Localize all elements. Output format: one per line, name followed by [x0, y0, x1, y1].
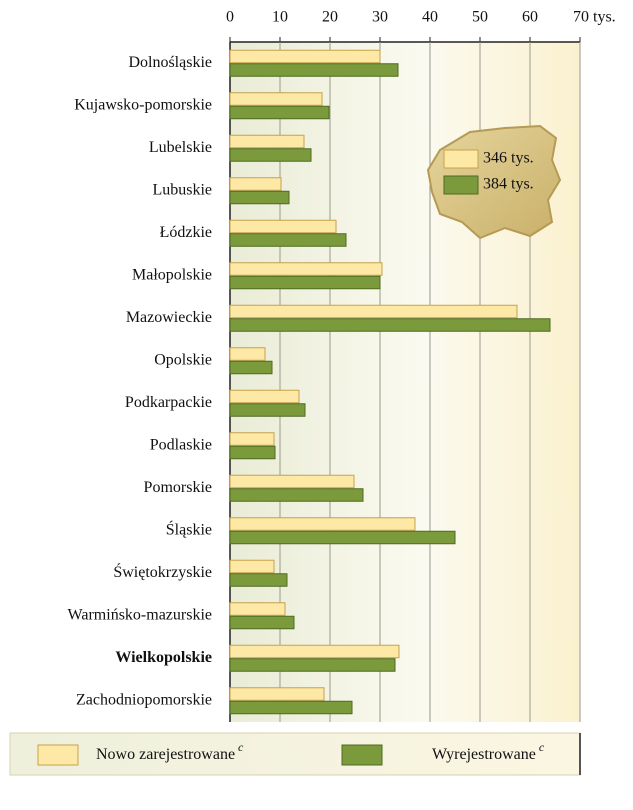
legend-swatch: [37, 744, 79, 766]
inset-label: 384 tys.: [483, 176, 534, 193]
category-label: Mazowieckie: [126, 309, 212, 326]
inset-label: 346 tys.: [483, 150, 534, 167]
bar: [229, 700, 353, 715]
legend-name: Wyrejestrowane: [432, 746, 536, 763]
inset-swatch: [443, 149, 479, 169]
inset-swatch: [443, 175, 479, 195]
bar: [229, 304, 518, 319]
category-label: Opolskie: [154, 351, 212, 368]
category-label: Lubuskie: [152, 181, 212, 198]
x-tick-label: 60: [522, 9, 538, 26]
legend-label: Nowo zarejestrowane c: [96, 740, 244, 763]
bar: [229, 49, 381, 64]
bar: [229, 360, 273, 375]
bar: [229, 233, 347, 247]
bar: [229, 615, 295, 630]
category-label: Zachodniopomorskie: [76, 691, 212, 708]
category-label: Podlaskie: [150, 436, 212, 453]
x-tick-label: 70 tys.: [573, 9, 616, 26]
bar: [229, 190, 290, 205]
category-label: Świętokrzyskie: [113, 562, 212, 581]
bar: [229, 219, 337, 234]
category-label: Dolnośląskie: [128, 54, 212, 71]
category-label: Wielkopolskie: [115, 649, 212, 666]
bar: [229, 275, 381, 290]
bar: [229, 347, 266, 361]
category-label: Śląskie: [166, 519, 212, 538]
x-tick-label: 30: [372, 9, 388, 26]
bar: [229, 262, 383, 276]
bar: [229, 530, 456, 545]
bar: [229, 517, 416, 531]
bar: [229, 445, 276, 460]
x-tick-label: 40: [422, 9, 438, 26]
bar: [229, 105, 330, 120]
legend-label: Wyrejestrowane c: [432, 740, 545, 763]
x-tick-label: 20: [322, 9, 338, 26]
legend-name: Nowo zarejestrowane: [96, 746, 235, 763]
category-label: Lubelskie: [149, 139, 212, 156]
bar: [229, 602, 286, 616]
bar: [229, 573, 288, 587]
category-label: Podkarpackie: [125, 394, 212, 411]
legend-swatch: [341, 744, 383, 766]
bar: [229, 177, 282, 191]
bar: [229, 403, 306, 417]
x-tick-label: 50: [472, 9, 488, 26]
bar: [229, 559, 275, 574]
category-label: Pomorskie: [144, 479, 212, 496]
category-label: Kujawsko-pomorskie: [74, 96, 212, 113]
bar: [229, 474, 355, 489]
x-tick-label: 0: [226, 9, 234, 26]
legend-box: [9, 732, 581, 776]
x-tick-label: 10: [272, 9, 288, 26]
bar: [229, 488, 364, 502]
bar: [229, 389, 300, 404]
bar: [229, 658, 396, 672]
bar: [229, 687, 325, 701]
category-label: Małopolskie: [132, 266, 212, 283]
legend-note: c: [238, 740, 244, 754]
legend-note: c: [539, 740, 545, 754]
bar: [229, 318, 551, 332]
bar: [229, 148, 312, 162]
category-label: Łódzkie: [160, 224, 212, 241]
bar: [229, 644, 400, 659]
bar: [229, 92, 323, 106]
bar: [229, 432, 275, 446]
bar: [229, 134, 305, 149]
bar: [229, 63, 399, 77]
category-label: Warmińsko-mazurskie: [68, 606, 212, 623]
